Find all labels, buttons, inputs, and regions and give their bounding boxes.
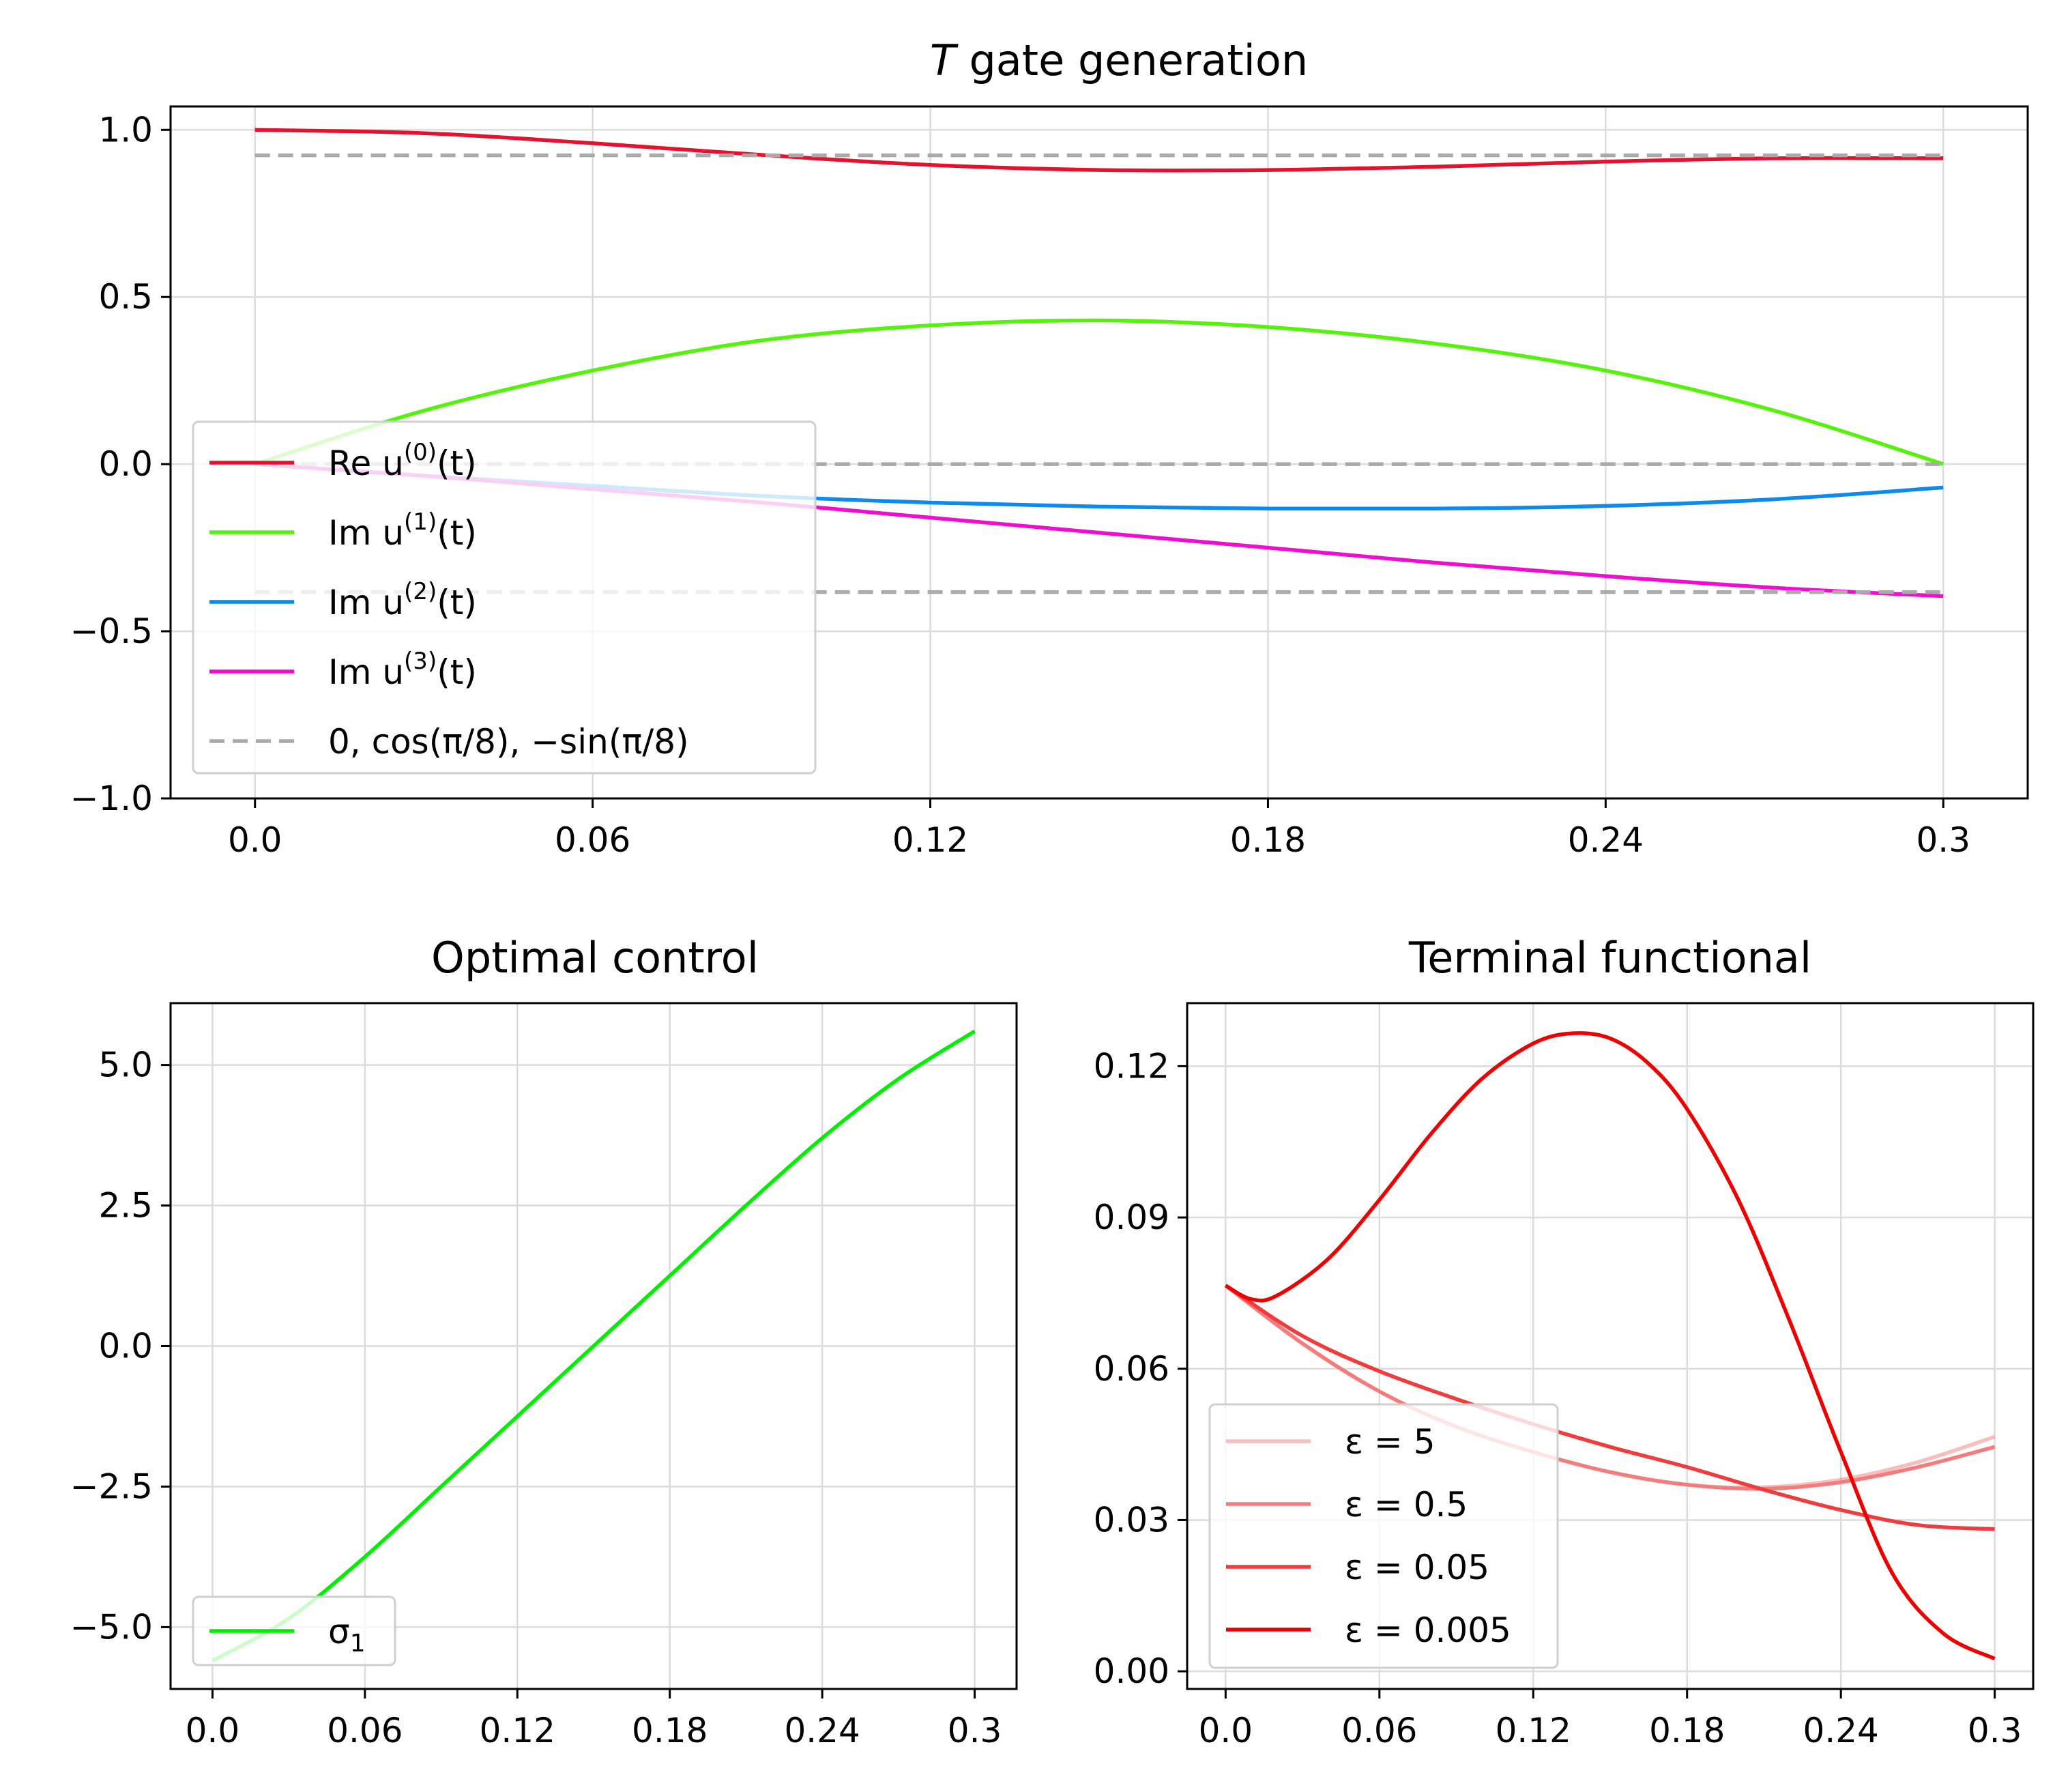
- chart-title: T gate generation: [930, 35, 1308, 85]
- y-tick-label: 0.03: [1094, 1500, 1169, 1540]
- series-line-1: [212, 1029, 976, 1663]
- x-tick-label: 0.3: [1916, 820, 1971, 860]
- y-tick-label: 5.0: [98, 1045, 153, 1085]
- x-tick-label: 0.12: [480, 1711, 555, 1750]
- panel-t-gate-generation: T gate generation 0.0 0.06 0.12 0.18 0.24 0.3…: [70, 35, 2029, 860]
- plot-lines: [1224, 1031, 1996, 1661]
- y-tick-label: 0.5: [98, 277, 153, 317]
- y-tick-label: 2.5: [98, 1186, 153, 1226]
- legend-label: ε = 5: [1345, 1422, 1435, 1462]
- series-line-3: [1224, 1284, 1995, 1531]
- y-tick-label: 0.06: [1094, 1349, 1169, 1389]
- panel-terminal-functional: Terminal functional 0.0 0.06 0.12 0.18 0.24 0…: [1094, 933, 2035, 1750]
- x-tick-label: 0.0: [228, 820, 282, 860]
- y-tick-label: −2.5: [70, 1466, 153, 1506]
- plot-lines: [212, 1029, 976, 1663]
- legend: σ1: [192, 1595, 396, 1666]
- y-tick-label: 0.09: [1094, 1198, 1169, 1237]
- x-tick-label: 0.06: [1341, 1711, 1417, 1750]
- x-tick-label: 0.24: [784, 1711, 860, 1750]
- x-tick-label: 0.18: [1230, 820, 1306, 860]
- plot-frame: [1186, 1002, 2035, 1690]
- chart-title: Optimal control: [431, 933, 759, 983]
- series-line-2: [1224, 1284, 1996, 1491]
- legend-label: ε = 0.05: [1345, 1548, 1489, 1587]
- grid: [171, 1003, 1017, 1689]
- legend-label: Re u(0)(t): [328, 439, 477, 483]
- y-tick-label: −0.5: [70, 611, 153, 651]
- x-tick-label: 0.24: [1803, 1711, 1879, 1750]
- legend-label: ε = 0.005: [1345, 1610, 1511, 1650]
- x-tick-label: 0.18: [632, 1711, 708, 1750]
- panel-optimal-control: Optimal control 0.0 0.06 0.12 0.18 0.24 0.3 5.…: [70, 933, 1018, 1750]
- chart-title: Terminal functional: [1408, 933, 1811, 983]
- legend-label: Im u(2)(t): [328, 578, 477, 622]
- y-tick-label: 0.12: [1094, 1046, 1169, 1086]
- legend-label: ε = 0.5: [1345, 1485, 1468, 1524]
- legend-box: [192, 420, 817, 775]
- x-tick-label: 0.24: [1568, 820, 1644, 860]
- x-tick-label: 0.18: [1649, 1711, 1725, 1750]
- legend-box: [1208, 1403, 1559, 1669]
- legend: ε = 5 ε = 0.5 ε = 0.05 ε = 0.005: [1208, 1403, 1559, 1669]
- x-tick-label: 0.3: [1968, 1711, 2022, 1750]
- legend-label: Im u(1)(t): [328, 508, 477, 553]
- series-line-2: [254, 318, 1944, 466]
- y-tick-label: −5.0: [70, 1607, 153, 1647]
- x-tick-label: 0.06: [327, 1711, 403, 1750]
- plot-frame: [169, 105, 2029, 800]
- legend-label: Im u(3)(t): [328, 648, 477, 692]
- y-tick-label: 0.0: [98, 444, 153, 484]
- y-tick-label: −1.0: [70, 779, 153, 818]
- series-line-1: [254, 128, 1944, 173]
- y-tick-label: 0.00: [1094, 1651, 1169, 1691]
- axis-ticks: 0.0 0.06 0.12 0.18 0.24 0.3 0.12 0.09 0.06 0.03 0.…: [1094, 1046, 2022, 1750]
- series-line-4: [1225, 1031, 1996, 1661]
- x-tick-label: 0.06: [555, 820, 630, 860]
- x-tick-label: 0.12: [892, 820, 968, 860]
- y-tick-label: 1.0: [98, 110, 153, 149]
- y-tick-label: 0.0: [98, 1327, 153, 1366]
- x-tick-label: 0.3: [948, 1711, 1002, 1750]
- axis-ticks: 0.0 0.06 0.12 0.18 0.24 0.3 1.0 0.5 0.0 −0.5 −1.0: [70, 110, 1970, 860]
- axis-ticks: 0.0 0.06 0.12 0.18 0.24 0.3 5.0 2.5 0.0 −2.5 −5.0: [70, 1045, 1002, 1750]
- x-tick-label: 0.12: [1496, 1711, 1571, 1750]
- legend: Re u(0)(t) Im u(1)(t) Im u(2)(t) Im u(3)(t)…: [192, 420, 817, 775]
- x-tick-label: 0.0: [1199, 1711, 1253, 1750]
- legend-label: 0, cos(π/8), −sin(π/8): [328, 722, 689, 762]
- x-tick-label: 0.0: [186, 1711, 240, 1750]
